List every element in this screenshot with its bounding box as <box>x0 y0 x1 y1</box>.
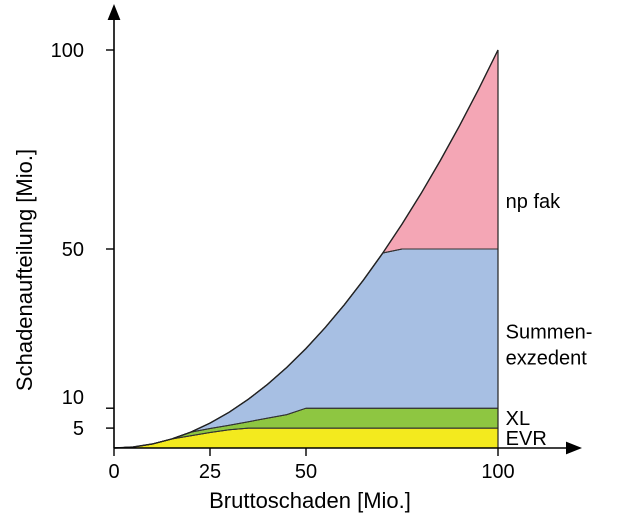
label-np-fak: np fak <box>506 191 561 213</box>
x-tick-label-25: 25 <box>199 461 221 483</box>
y-tick-label-5: 5 <box>73 418 84 440</box>
label-summenexzedent-2: exzedent <box>506 348 588 370</box>
area-evr <box>113 427 499 449</box>
label-summenexzedent-1: Summen- <box>506 322 593 344</box>
axis-ticks: 0 25 50 100 5 10 50 100 <box>51 40 515 483</box>
y-tick-label-100: 100 <box>51 40 84 62</box>
x-axis-title: Bruttoschaden [Mio.] <box>209 488 411 513</box>
evr-top-line <box>113 427 498 449</box>
label-xl: XL <box>506 408 530 430</box>
x-tick-label-100: 100 <box>481 461 514 483</box>
y-tick-label-10: 10 <box>62 387 84 409</box>
label-evr: EVR <box>506 428 547 450</box>
y-axis-title: Schadenaufteilung [Mio.] <box>12 149 37 391</box>
x-tick-label-0: 0 <box>108 461 119 483</box>
x-tick-label-50: 50 <box>295 461 317 483</box>
gross-loss-curve <box>113 49 499 449</box>
y-tick-label-50: 50 <box>62 239 84 261</box>
area-layers <box>113 49 499 449</box>
